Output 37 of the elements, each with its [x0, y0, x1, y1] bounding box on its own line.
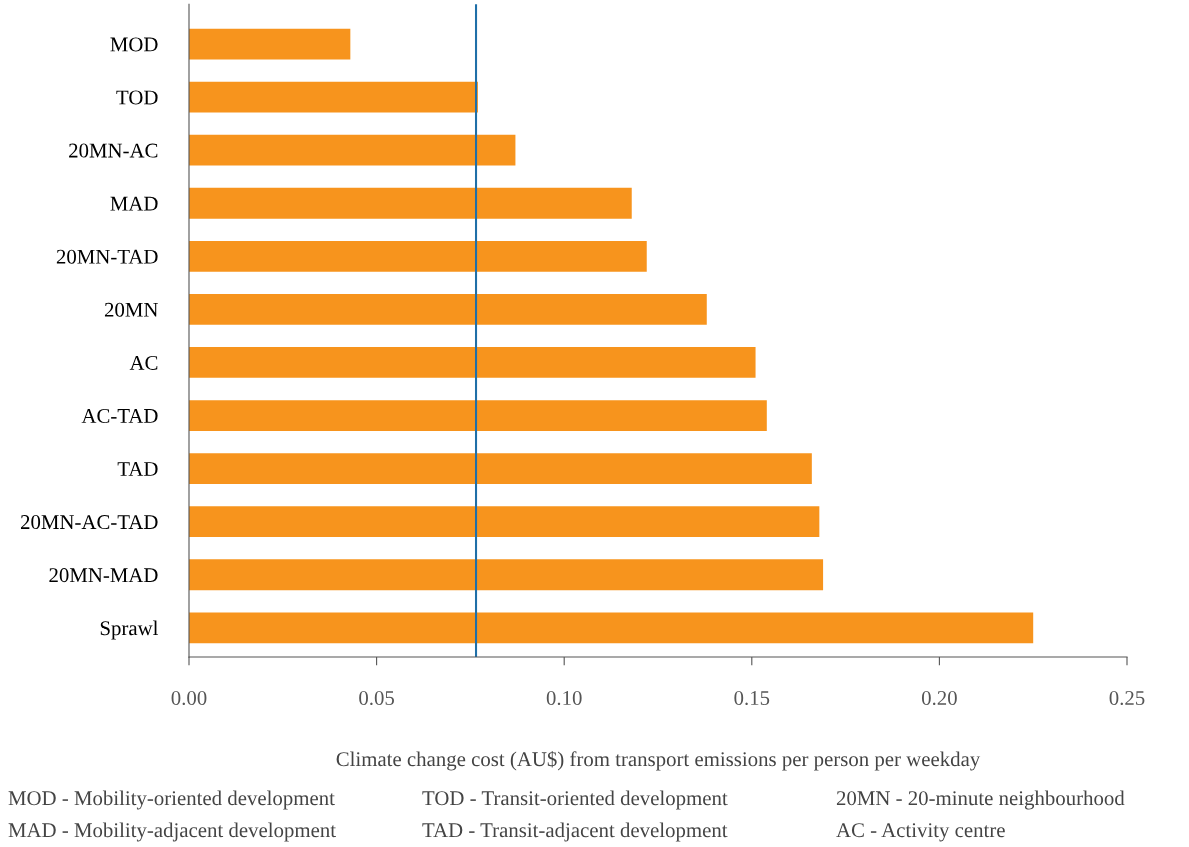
y-tick-label: MOD	[110, 37, 158, 52]
bar	[189, 506, 820, 538]
text: MAD - Mobility-adjacent development	[8, 822, 336, 842]
y-tick-label: AC-TAD	[81, 408, 158, 423]
y-tick-label: Sprawl	[100, 620, 159, 640]
x-tick-label: 0.05	[359, 690, 395, 706]
bar	[189, 81, 478, 113]
x-tick-label: 0.15	[734, 690, 770, 706]
y-tick-label: 20MN-AC-TAD	[20, 515, 158, 530]
bar	[189, 559, 824, 591]
text: AC - Activity centre	[836, 823, 1005, 842]
y-tick-label: 20MN-TAD	[56, 249, 158, 264]
bar	[189, 453, 812, 484]
y-tick-label: MAD	[110, 196, 158, 211]
bar	[189, 347, 756, 378]
text: TAD - Transit-adjacent development	[422, 822, 728, 842]
text: 20MN - 20-minute neighbourhood	[836, 790, 1125, 810]
y-tick-label: 20MN	[104, 302, 158, 317]
bar	[189, 28, 351, 60]
x-tick-label: 0.00	[171, 690, 207, 706]
x-tick-label: 0.25	[1109, 690, 1145, 706]
bar	[189, 612, 1034, 644]
x-tick-label: 0.20	[921, 690, 957, 706]
bar	[189, 134, 516, 166]
bar	[189, 240, 647, 272]
y-tick-label: AC	[129, 355, 158, 370]
y-tick-label: TOD	[116, 90, 158, 105]
bar	[189, 187, 632, 219]
bar	[189, 294, 707, 325]
x-tick-label: 0.10	[546, 690, 582, 706]
y-tick-label: 20MN-AC	[69, 143, 158, 158]
x-axis-title: Climate change cost (AU$) from transport emissions per person per weekday	[336, 750, 981, 771]
bar	[189, 400, 767, 431]
text: MOD - Mobility-oriented development	[8, 790, 335, 810]
y-tick-label: 20MN-MAD	[49, 568, 158, 583]
text: TOD - Transit-oriented development	[422, 790, 728, 810]
y-tick-label: TAD	[117, 462, 158, 476]
